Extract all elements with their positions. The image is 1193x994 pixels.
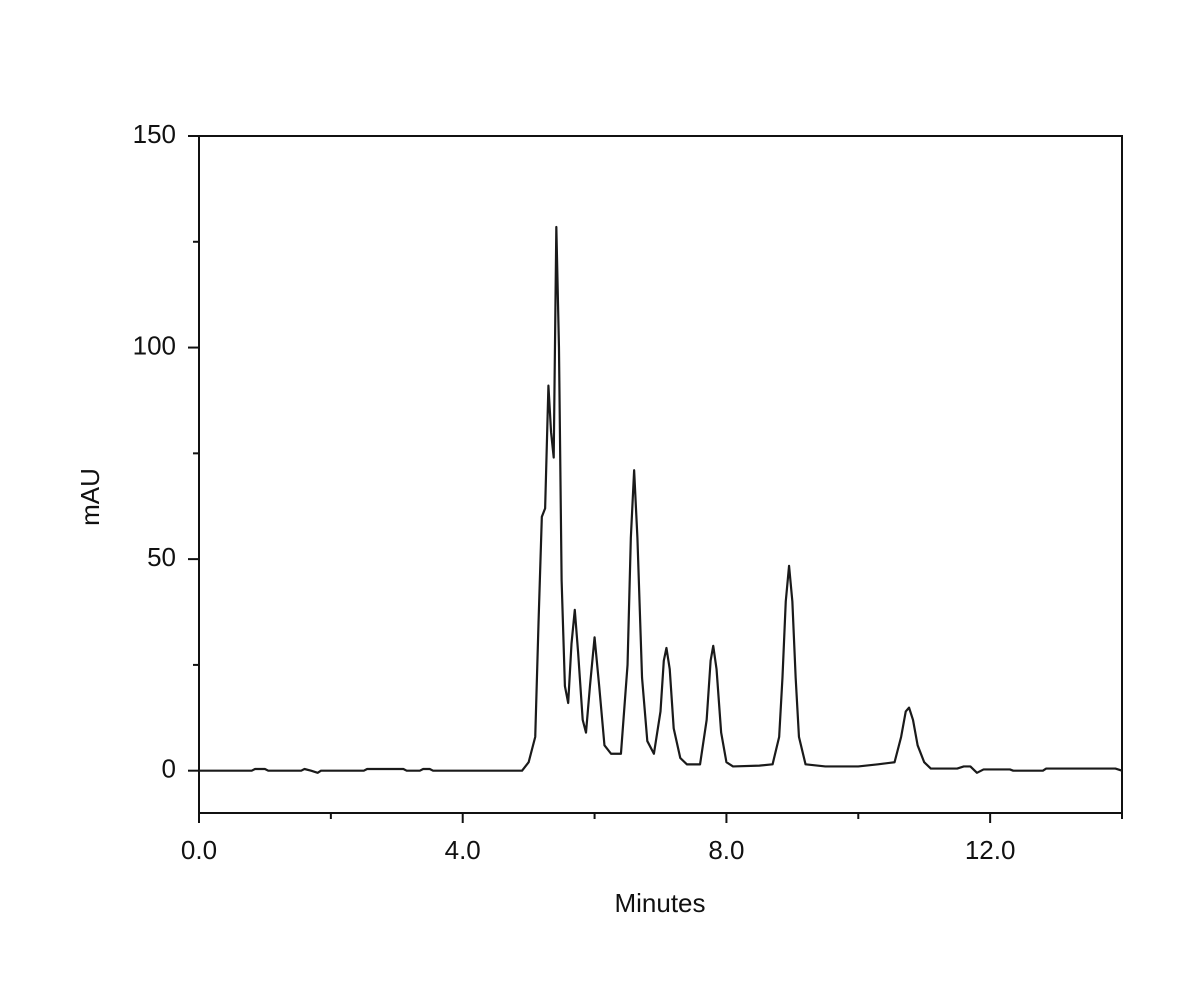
x-tick-label: 0.0 xyxy=(181,835,217,865)
y-tick-label: 100 xyxy=(133,330,176,360)
y-tick-label: 50 xyxy=(147,542,176,572)
chromatogram-line xyxy=(199,225,1123,774)
y-tick-label: 0 xyxy=(162,754,176,784)
plot-frame xyxy=(198,135,1123,814)
x-tick-label: 12.0 xyxy=(965,835,1016,865)
x-tick-label: 8.0 xyxy=(708,835,744,865)
x-tick-label: 4.0 xyxy=(445,835,481,865)
x-axis-label: Minutes xyxy=(614,888,705,918)
y-tick-label: 150 xyxy=(133,119,176,149)
y-axis-label: mAU xyxy=(75,468,105,526)
